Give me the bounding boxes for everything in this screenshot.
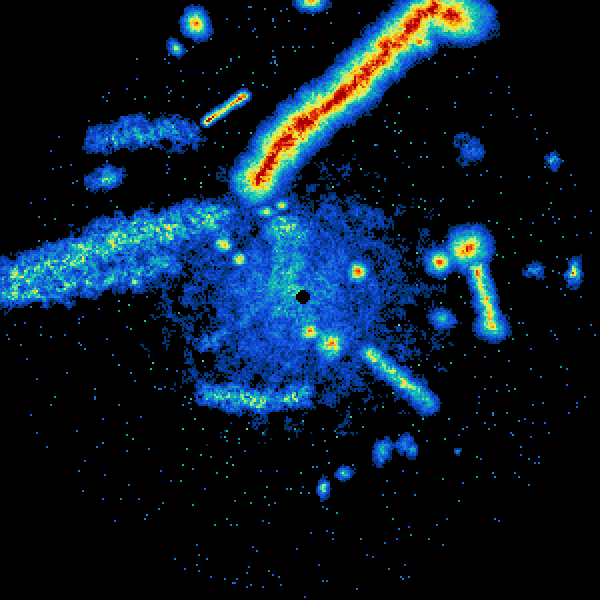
radar-reflectivity-canvas	[0, 0, 600, 600]
radar-image-viewport: reflectivity_dbz	[0, 0, 600, 600]
